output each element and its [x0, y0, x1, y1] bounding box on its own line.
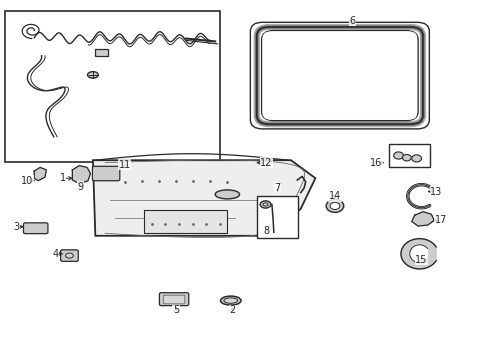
- Polygon shape: [93, 160, 315, 236]
- Bar: [5, 11, 220, 162]
- Text: 9: 9: [78, 182, 83, 192]
- Text: 5: 5: [173, 305, 179, 315]
- FancyBboxPatch shape: [163, 295, 184, 304]
- Bar: [144, 210, 227, 233]
- Ellipse shape: [224, 298, 237, 303]
- Text: 13: 13: [429, 186, 442, 197]
- Polygon shape: [411, 212, 433, 226]
- Bar: [388, 144, 429, 167]
- Bar: [256, 196, 298, 238]
- Text: 4: 4: [52, 249, 58, 259]
- Circle shape: [393, 152, 403, 159]
- Ellipse shape: [260, 201, 270, 208]
- Ellipse shape: [65, 253, 73, 258]
- Text: 17: 17: [434, 215, 447, 225]
- Text: 6: 6: [348, 16, 354, 26]
- Text: 11: 11: [118, 160, 131, 170]
- Text: 12: 12: [260, 158, 272, 168]
- Ellipse shape: [220, 296, 241, 305]
- Polygon shape: [72, 166, 90, 184]
- FancyBboxPatch shape: [262, 31, 416, 120]
- Text: 15: 15: [414, 255, 427, 265]
- Text: 2: 2: [229, 305, 235, 315]
- FancyBboxPatch shape: [92, 166, 120, 181]
- FancyBboxPatch shape: [23, 223, 48, 234]
- Bar: [95, 49, 107, 56]
- Polygon shape: [34, 167, 46, 181]
- Ellipse shape: [215, 190, 239, 199]
- Circle shape: [329, 202, 339, 210]
- Text: 14: 14: [328, 191, 341, 201]
- Circle shape: [402, 154, 410, 161]
- Ellipse shape: [263, 203, 267, 206]
- Text: 10: 10: [20, 176, 33, 186]
- Polygon shape: [400, 239, 435, 269]
- Circle shape: [411, 155, 421, 162]
- Text: 7: 7: [274, 183, 280, 193]
- Text: 1: 1: [60, 173, 65, 183]
- Text: 8: 8: [263, 226, 269, 236]
- Polygon shape: [409, 245, 427, 263]
- Ellipse shape: [87, 72, 98, 78]
- Text: 16: 16: [369, 158, 382, 168]
- FancyBboxPatch shape: [159, 293, 188, 306]
- Text: 3: 3: [13, 222, 19, 232]
- Circle shape: [325, 199, 343, 212]
- FancyBboxPatch shape: [61, 250, 78, 261]
